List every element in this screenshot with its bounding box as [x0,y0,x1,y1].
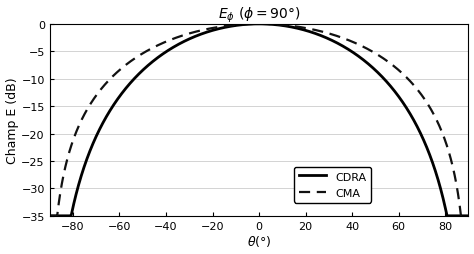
CMA [377,55,383,58]
CMA [465,214,471,217]
CMA [250,23,256,26]
CDRA [250,23,256,26]
CDRA [377,73,383,76]
Legend: CDRA, CMA: CDRA, CMA [294,167,371,203]
CDRA [465,214,471,217]
CMA [256,23,262,26]
CMA [68,145,74,148]
CMA [454,182,459,185]
CMA [47,214,53,217]
CDRA [68,214,74,217]
CMA [239,24,245,27]
CDRA [47,214,53,217]
CDRA [454,214,459,217]
Title: $E_{\phi}\ (\phi=90°)$: $E_{\phi}\ (\phi=90°)$ [218,6,301,25]
X-axis label: $\theta(°)$: $\theta(°)$ [247,233,271,248]
Y-axis label: Champ E (dB): Champ E (dB) [6,77,18,164]
CMA [453,181,459,184]
CDRA [453,214,459,217]
Line: CMA: CMA [50,25,468,216]
CDRA [239,24,245,27]
CDRA [256,23,262,26]
Line: CDRA: CDRA [50,25,468,216]
